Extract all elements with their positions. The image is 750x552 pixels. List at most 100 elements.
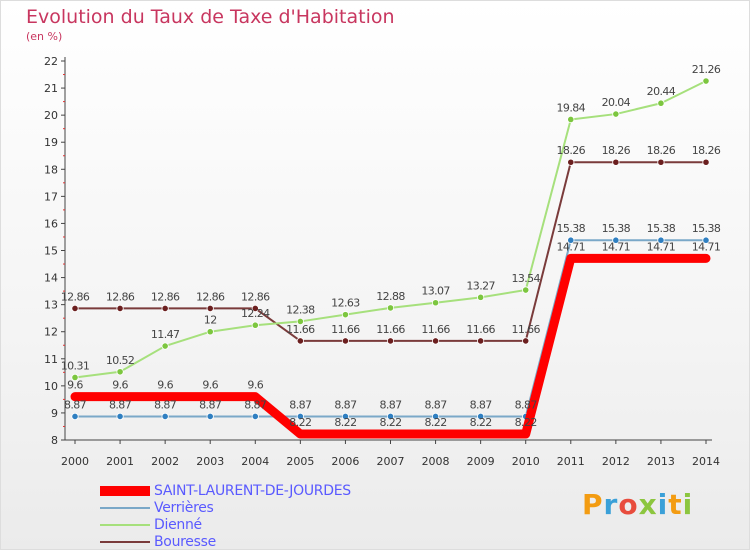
data-label: 11.66 (331, 323, 360, 336)
data-label: 12.86 (151, 290, 180, 303)
logo-letter: o (618, 488, 639, 521)
data-point (702, 236, 710, 244)
data-label: 9.6 (202, 379, 218, 392)
data-label: 9.6 (112, 379, 128, 392)
data-label: 14.71 (557, 240, 586, 253)
data-point (386, 337, 395, 345)
data-label: 8.87 (244, 398, 267, 411)
data-label: 12.88 (376, 290, 405, 303)
data-label: 12.86 (196, 290, 225, 303)
legend-label: Dienné (154, 517, 202, 533)
y-tick-label: 9 (51, 407, 58, 420)
logo-letter: P (582, 488, 604, 521)
y-tick-label: 12 (44, 326, 58, 339)
data-label: 11.66 (286, 323, 315, 336)
data-label: 12 (204, 314, 217, 327)
y-tick-label: 21 (44, 82, 58, 95)
data-label: 11.66 (511, 323, 540, 336)
x-tick-label: 2002 (151, 455, 179, 468)
data-point (477, 337, 485, 345)
logo-letter: x (638, 488, 658, 521)
data-label: 9.6 (247, 379, 263, 392)
data-label: 12.86 (61, 290, 90, 303)
data-label: 8.87 (379, 398, 402, 411)
data-point (657, 158, 665, 166)
data-label: 12.86 (106, 290, 135, 303)
data-label: 13.07 (421, 285, 450, 298)
data-point (296, 337, 304, 345)
data-point (251, 304, 259, 313)
data-point (116, 304, 124, 313)
data-point (431, 337, 440, 345)
data-label: 8.87 (64, 398, 87, 411)
data-label: 19.84 (557, 101, 586, 114)
y-tick-label: 11 (44, 353, 58, 366)
data-point (341, 311, 350, 319)
logo-letter: i (657, 488, 669, 521)
data-point (296, 412, 304, 421)
x-tick-label: 2008 (422, 455, 450, 468)
data-label: 14.71 (602, 240, 631, 253)
data-label: 8.22 (289, 416, 311, 429)
data-label: 11.66 (466, 323, 495, 336)
data-point (206, 304, 214, 313)
data-point (116, 412, 124, 421)
data-label: 14.71 (647, 240, 676, 253)
y-tick-label: 18 (44, 163, 58, 176)
data-label: 20.04 (602, 96, 631, 109)
data-point (612, 236, 620, 244)
data-point (71, 304, 79, 313)
data-point (71, 373, 79, 382)
data-point (161, 342, 169, 350)
x-tick-label: 2011 (557, 455, 585, 468)
x-tick-label: 2004 (241, 455, 269, 468)
data-label: 8.22 (425, 416, 447, 429)
y-tick-label: 16 (44, 217, 58, 230)
data-point (341, 337, 350, 345)
data-label: 8.22 (515, 416, 537, 429)
data-point (386, 304, 395, 312)
data-point (341, 412, 350, 421)
data-point (612, 110, 620, 118)
legend-swatch (100, 507, 150, 509)
data-label: 18.26 (692, 144, 721, 157)
data-label: 15.38 (557, 222, 586, 235)
data-label: 10.52 (106, 354, 135, 367)
data-point (657, 99, 665, 107)
legend-swatch (100, 524, 150, 526)
data-point (116, 368, 124, 376)
data-label: 8.22 (334, 416, 356, 429)
legend-swatch (100, 541, 150, 543)
y-tick-label: 10 (44, 380, 58, 393)
data-label: 14.71 (692, 240, 721, 253)
y-tick-label: 15 (44, 245, 58, 258)
data-label: 8.87 (289, 398, 312, 411)
x-tick-label: 2010 (512, 455, 540, 468)
data-point (431, 299, 440, 307)
data-label: 21.26 (692, 63, 721, 76)
x-tick-label: 2013 (647, 455, 675, 468)
logo-letter: i (682, 488, 694, 521)
data-point (71, 412, 79, 421)
y-tick-label: 14 (44, 272, 58, 285)
data-point (612, 158, 620, 166)
data-point (251, 321, 259, 329)
data-point (477, 293, 485, 301)
chart-unit: (en %) (26, 30, 63, 43)
x-tick-label: 2012 (602, 455, 630, 468)
x-tick-label: 2001 (106, 455, 134, 468)
y-tick-label: 22 (44, 55, 58, 68)
data-label: 15.38 (647, 222, 676, 235)
proxiti-logo: Proxiti (582, 488, 693, 521)
data-label: 8.87 (470, 398, 493, 411)
logo-letter: t (668, 488, 683, 521)
data-point (522, 337, 530, 345)
data-label: 8.22 (379, 416, 401, 429)
legend-label: SAINT-LAURENT-DE-JOURDES (154, 483, 351, 499)
data-point (567, 158, 575, 166)
data-point (477, 412, 485, 421)
data-label: 8.87 (515, 398, 538, 411)
data-label: 8.22 (470, 416, 492, 429)
